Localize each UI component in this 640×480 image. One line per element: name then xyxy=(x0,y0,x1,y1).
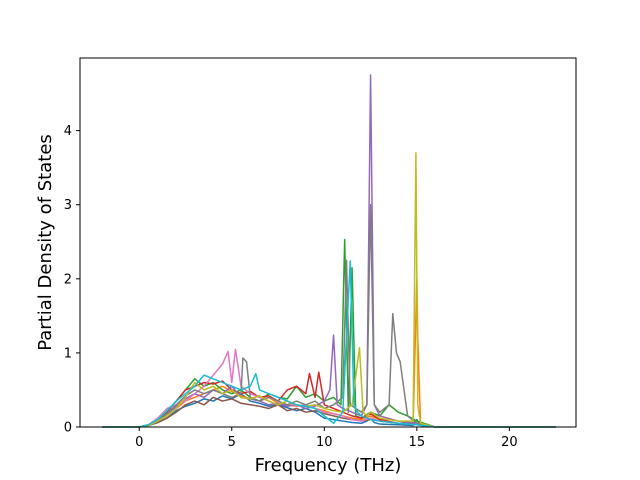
x-tick-label: 0 xyxy=(135,435,143,450)
x-tick-label: 20 xyxy=(501,435,518,450)
x-tick-label: 5 xyxy=(228,435,236,450)
plot-frame xyxy=(79,57,577,428)
series-line-10 xyxy=(102,260,556,428)
y-tick-label: 0 xyxy=(64,421,72,436)
y-axis-title: Partial Density of States xyxy=(35,134,56,351)
y-tick-label: 1 xyxy=(64,346,72,361)
series-line-3 xyxy=(102,238,556,428)
x-tick-label: 10 xyxy=(316,435,333,450)
y-tick-label: 2 xyxy=(64,272,72,287)
y-tick-label: 3 xyxy=(64,198,72,213)
series-line-8 xyxy=(102,203,556,428)
x-tick-label: 15 xyxy=(409,435,426,450)
series-layer xyxy=(102,74,556,428)
x-axis-title: Frequency (THz) xyxy=(255,455,402,476)
series-line-5 xyxy=(102,74,556,428)
series-line-9 xyxy=(102,152,556,428)
x-axis: 0 5 10 15 20 xyxy=(135,427,518,450)
series-line-2 xyxy=(102,278,556,428)
series-line-6 xyxy=(102,396,556,428)
y-axis: 0 1 2 3 4 xyxy=(64,124,80,436)
y-tick-label: 4 xyxy=(64,124,72,139)
